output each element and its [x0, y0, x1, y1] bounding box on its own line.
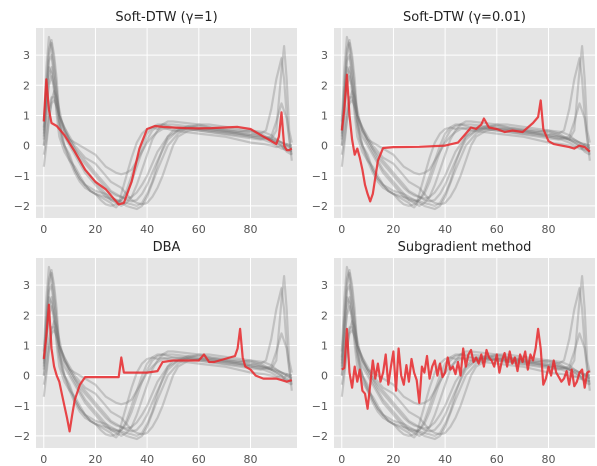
barycenter-line — [341, 327, 591, 410]
sample-series-5 — [340, 90, 591, 176]
series-group — [42, 265, 293, 441]
x-tick-label: 0 — [40, 223, 47, 236]
x-tick-label: 80 — [243, 223, 257, 236]
x-tick-label: 20 — [386, 223, 400, 236]
y-tick-label: −1 — [14, 170, 30, 183]
y-tick-label: 2 — [23, 309, 30, 322]
y-tick-label: −1 — [312, 400, 328, 413]
y-tick-label: 1 — [321, 109, 328, 122]
subplot-title: Soft-DTW (γ=1) — [115, 10, 217, 25]
x-tick-label: 0 — [40, 453, 47, 466]
x-tick-label: 20 — [386, 453, 400, 466]
plot-area — [334, 28, 595, 218]
x-tick-label: 80 — [243, 453, 257, 466]
y-tick-label: −1 — [14, 400, 30, 413]
subplot-1: 0 20 40 60 80 −2 −1 0 1 2 3 Soft-DTW (γ=1) — [14, 10, 297, 236]
x-tick-label: 0 — [338, 223, 345, 236]
sample-series-8 — [340, 57, 591, 203]
plot-area — [36, 258, 297, 448]
y-tick-label: −2 — [312, 430, 328, 443]
y-tick-label: 0 — [321, 140, 328, 153]
x-tick-label: 20 — [88, 223, 102, 236]
y-tick-label: 1 — [23, 339, 30, 352]
sample-series-7 — [340, 296, 591, 441]
x-tick-label: 60 — [490, 453, 504, 466]
subplot-title: Soft-DTW (γ=0.01) — [403, 10, 526, 25]
sample-series-10 — [340, 329, 591, 430]
y-tick-label: −2 — [312, 200, 328, 213]
subplot-2: 0 20 40 60 80 −2 −1 0 1 2 3 Soft-DTW (γ=0.01) — [312, 10, 595, 236]
y-tick-label: −2 — [14, 200, 30, 213]
y-tick-label: 3 — [23, 279, 30, 292]
series-group — [340, 35, 591, 211]
sample-series-10 — [42, 329, 293, 430]
plot-area — [36, 28, 297, 218]
sample-series-6 — [42, 42, 293, 207]
subplot-title: DBA — [153, 240, 181, 255]
subplot-3: 0 20 40 60 80 −2 −1 0 1 2 3 DBA — [14, 240, 297, 466]
sample-series-2 — [340, 35, 591, 207]
sample-series-2 — [340, 265, 591, 437]
sample-series-3 — [42, 284, 293, 437]
sample-series-5 — [42, 90, 293, 176]
sample-series-4 — [340, 66, 591, 203]
y-tick-label: 0 — [321, 370, 328, 383]
sample-series-5 — [340, 320, 591, 406]
x-tick-label: 60 — [192, 453, 206, 466]
x-tick-label: 60 — [490, 223, 504, 236]
barycenter-line — [42, 303, 293, 433]
sample-series-1 — [42, 269, 292, 439]
barycenter-line — [340, 73, 591, 203]
y-tick-label: 2 — [321, 309, 328, 322]
sample-series-6 — [42, 272, 293, 437]
x-tick-label: 60 — [192, 223, 206, 236]
x-tick-label: 0 — [338, 453, 345, 466]
y-tick-label: 0 — [23, 370, 30, 383]
y-tick-label: 2 — [23, 79, 30, 92]
y-tick-label: 3 — [321, 49, 328, 62]
x-tick-label: 40 — [438, 453, 452, 466]
sample-series-1 — [340, 39, 590, 209]
y-tick-label: 3 — [321, 279, 328, 292]
sample-series-9 — [340, 326, 591, 436]
x-tick-label: 40 — [140, 453, 154, 466]
subplot-title: Subgradient method — [398, 240, 532, 255]
sample-series-8 — [42, 57, 293, 203]
sample-series-8 — [340, 287, 591, 433]
sample-series-8 — [42, 287, 293, 433]
sample-series-10 — [340, 99, 591, 200]
sample-series-10 — [42, 99, 293, 200]
y-tick-label: 3 — [23, 49, 30, 62]
x-tick-label: 40 — [140, 223, 154, 236]
sample-series-3 — [42, 54, 293, 207]
y-tick-label: −1 — [312, 170, 328, 183]
y-tick-label: 2 — [321, 79, 328, 92]
x-tick-label: 40 — [438, 223, 452, 236]
sample-series-9 — [42, 96, 293, 206]
sample-series-7 — [42, 296, 293, 441]
x-tick-label: 20 — [88, 453, 102, 466]
sample-series-5 — [42, 320, 293, 406]
sample-series-6 — [340, 272, 591, 437]
y-tick-label: 0 — [23, 140, 30, 153]
sample-series-3 — [340, 54, 591, 207]
sample-series-2 — [42, 265, 293, 437]
sample-series-9 — [42, 326, 293, 436]
y-tick-label: −2 — [14, 430, 30, 443]
sample-series-1 — [42, 39, 292, 209]
series-group — [340, 265, 591, 441]
x-tick-label: 80 — [541, 223, 555, 236]
barycenter-line — [42, 78, 293, 206]
sample-series-7 — [42, 66, 293, 211]
subplot-4: 0 20 40 60 80 −2 −1 0 1 2 3 Subgradient method — [312, 240, 595, 466]
y-tick-label: 1 — [321, 339, 328, 352]
y-tick-label: 1 — [23, 109, 30, 122]
series-group — [42, 35, 293, 211]
sample-series-3 — [340, 284, 591, 437]
x-tick-label: 80 — [541, 453, 555, 466]
sample-series-6 — [340, 42, 591, 207]
